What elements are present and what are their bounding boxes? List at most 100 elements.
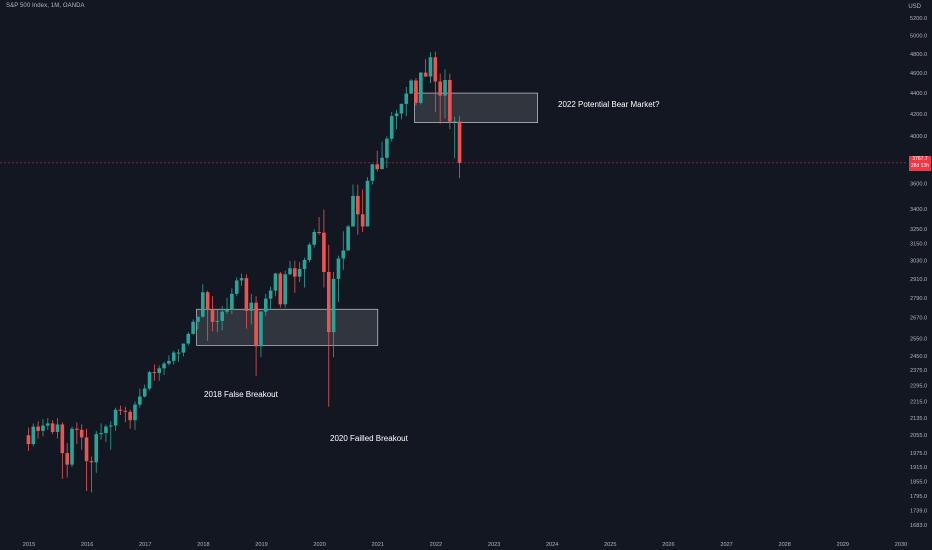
candle-body — [60, 424, 65, 454]
candle-body — [186, 333, 191, 344]
candles-layer — [26, 51, 462, 493]
candle-body — [167, 360, 171, 364]
candle-body — [123, 410, 128, 412]
price-tick-label: 1795.0 — [910, 494, 927, 500]
candle-body — [36, 426, 40, 431]
candle-body — [176, 352, 181, 354]
candle-body — [414, 80, 418, 103]
price-tick-label: 4200.0 — [910, 112, 927, 118]
time-tick-label: 2018 — [197, 542, 209, 548]
price-tick-label: 1915.0 — [910, 465, 927, 471]
candle-body — [370, 164, 375, 181]
candle-body — [162, 363, 166, 369]
candle-body — [336, 258, 341, 279]
symbol-title[interactable]: S&P 500 Index, 1M, OANDA — [6, 3, 85, 9]
time-tick-label: 2024 — [546, 542, 558, 548]
candle-body — [375, 164, 380, 170]
candle-body — [31, 426, 36, 445]
candle-body — [293, 268, 297, 277]
candle-body — [147, 372, 152, 389]
price-tick-label: 2790.0 — [910, 296, 927, 302]
candle-body — [399, 103, 404, 114]
time-tick-label: 2028 — [778, 542, 790, 548]
time-tick-label: 2022 — [430, 542, 442, 548]
time-tick-label: 2030 — [895, 542, 907, 548]
candle-body — [302, 259, 307, 269]
time-tick-label: 2019 — [255, 542, 267, 548]
candle-body — [244, 278, 249, 311]
price-tick-label: 4600.0 — [910, 71, 927, 77]
candle-body — [273, 273, 278, 291]
candle-body — [443, 79, 447, 96]
candle-body — [312, 232, 317, 245]
price-tick-label: 5200.0 — [910, 16, 927, 22]
candle-body — [283, 274, 287, 305]
candle-body — [438, 81, 442, 96]
price-tick-label: 4400.0 — [910, 91, 927, 97]
candle-body — [346, 226, 350, 251]
candle-body — [278, 273, 283, 305]
candle-body — [79, 429, 84, 438]
candle-body — [26, 435, 31, 445]
candle-body — [423, 72, 428, 77]
price-tick-label: 3400.0 — [910, 207, 927, 213]
candle-body — [225, 309, 229, 312]
time-tick-label: 2029 — [837, 542, 849, 548]
time-tick-label: 2026 — [662, 542, 674, 548]
price-tick-label: 1683.0 — [910, 523, 927, 529]
candle-body — [356, 195, 360, 215]
candle-body — [428, 57, 433, 77]
price-tick-label: 3250.0 — [910, 227, 927, 233]
price-tick-label: 3150.0 — [910, 241, 927, 247]
candle-body — [138, 396, 142, 405]
candle-body — [360, 214, 365, 227]
candle-body — [389, 116, 394, 139]
candle-body — [239, 278, 244, 281]
candle-body — [118, 409, 123, 411]
annotation-bear-market: 2022 Potential Bear Market? — [558, 100, 660, 109]
candle-body — [331, 278, 336, 333]
price-tick-label: 2055.0 — [910, 433, 927, 439]
candle-body — [152, 372, 157, 374]
candle-body — [452, 121, 457, 123]
candle-body — [171, 352, 176, 361]
time-tick-label: 2027 — [720, 542, 732, 548]
candle-body — [317, 232, 321, 234]
time-tick-label: 2016 — [81, 542, 93, 548]
annotation-2020-failed-breakout: 2020 Failled Breakout — [330, 434, 408, 443]
candle-body — [457, 121, 462, 163]
candle-body — [215, 320, 220, 322]
candle-body — [385, 138, 389, 158]
price-tick-label: 1855.0 — [910, 479, 927, 485]
candle-body — [128, 411, 132, 421]
price-tick-label: 2670.0 — [910, 316, 927, 322]
zone-box — [196, 308, 379, 346]
time-axis[interactable]: 2015 2016 2017 2018 2019 2020 2021 2022 2023 2024… — [23, 542, 907, 548]
price-tick-label: 5000.0 — [910, 34, 927, 40]
candle-body — [259, 311, 263, 347]
candle-body — [220, 311, 224, 321]
price-axis[interactable]: 5200.0 5000.0 4800.0 4600.0 4400.0 4200.0 4000… — [910, 16, 927, 529]
price-tick-label: 2910.0 — [910, 277, 927, 283]
candle-body — [142, 388, 147, 397]
candle-body — [254, 302, 258, 347]
candle-body — [307, 244, 312, 260]
price-tick-label: 2215.0 — [910, 400, 927, 406]
candle-body — [55, 424, 60, 432]
candle-body — [157, 368, 162, 374]
candle-body — [268, 290, 273, 299]
candle-body — [50, 423, 55, 432]
time-tick-label: 2020 — [313, 542, 325, 548]
candle-body — [448, 79, 452, 122]
candle-body — [341, 250, 346, 259]
price-tick-label: 4800.0 — [910, 52, 927, 58]
candle-body — [418, 72, 423, 103]
candle-body — [326, 272, 331, 333]
price-tick-label: 1975.0 — [910, 451, 927, 457]
candle-body — [201, 292, 205, 317]
candle-body — [297, 268, 302, 277]
price-tick-label: 1739.0 — [910, 508, 927, 514]
last-price-value: 3767.7 — [912, 155, 928, 162]
candle-body — [104, 426, 108, 434]
